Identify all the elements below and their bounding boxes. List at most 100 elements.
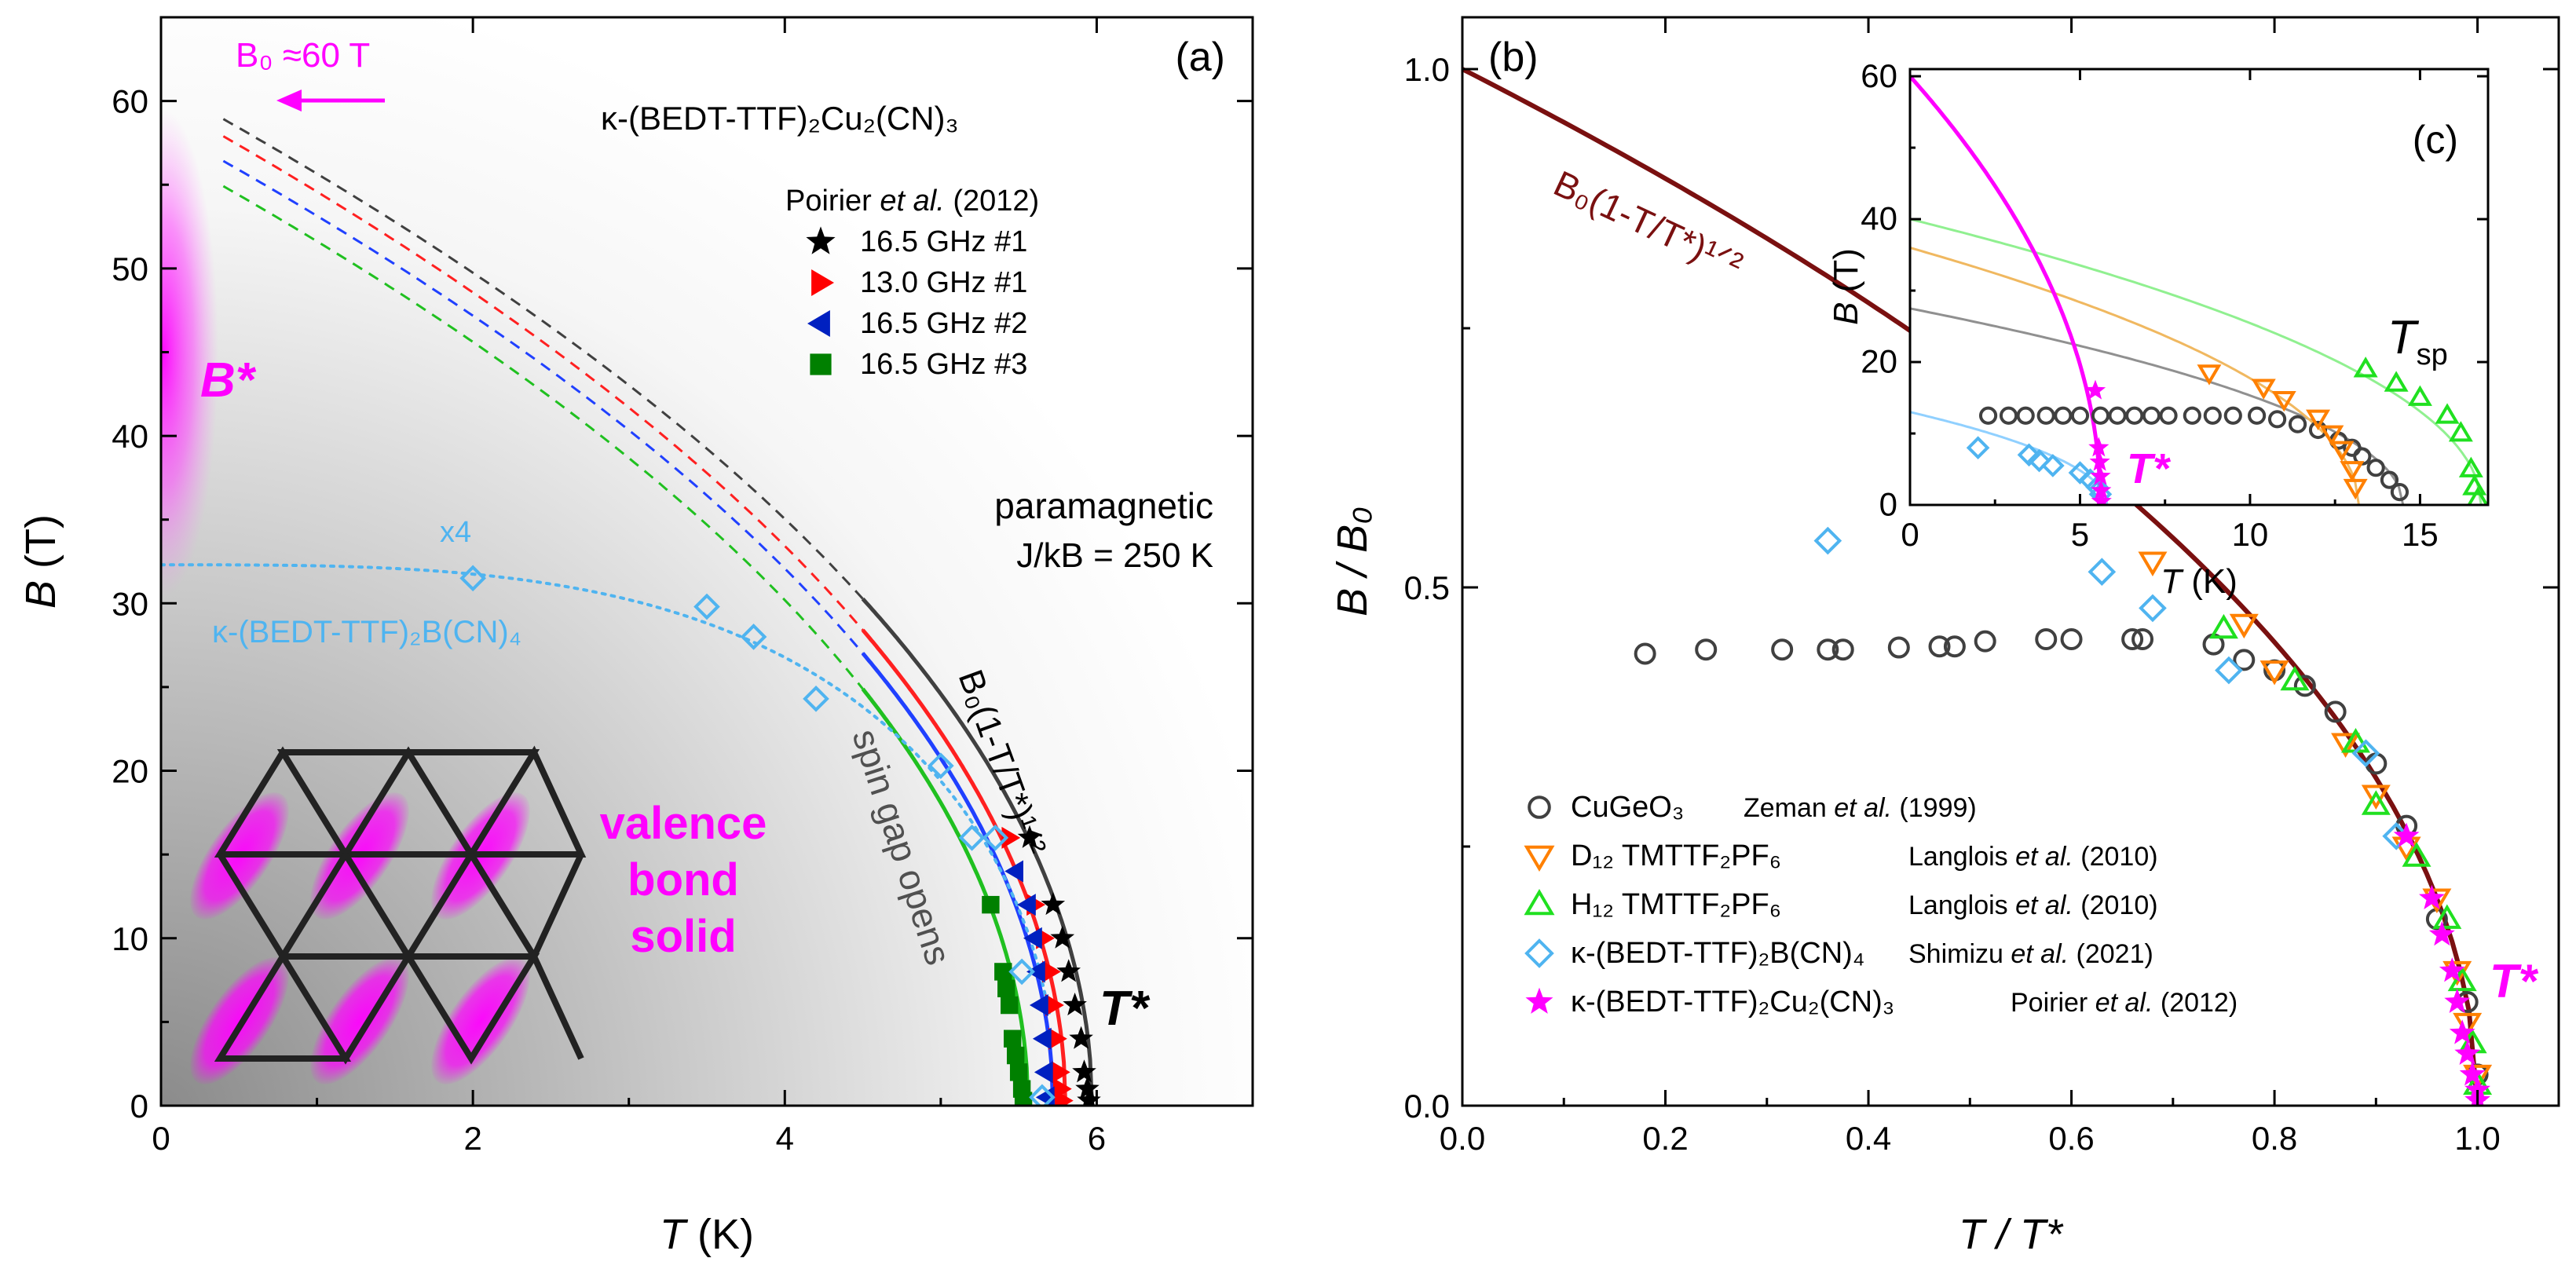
y-tick-label: 0.0: [1404, 1088, 1450, 1125]
data-point: [2419, 884, 2445, 909]
data-point: [2361, 790, 2391, 815]
data-point: [2390, 483, 2410, 502]
y-axis-title-b: B / B₀: [1329, 507, 1376, 616]
plot-c-data: [1910, 75, 2488, 505]
data-point: [2035, 628, 2058, 650]
data-point: [2233, 649, 2256, 671]
panel-a-label: (a): [1175, 35, 1225, 80]
data-point: [2439, 957, 2465, 982]
vbs-line2: bond: [628, 854, 739, 905]
data-point: [1006, 1046, 1025, 1065]
data-point: [2016, 406, 2035, 425]
legend-reference: Langlois et al. (2010): [1908, 842, 2158, 872]
data-point: [1695, 638, 1718, 661]
b0-label: B₀ ≈60 T: [236, 36, 370, 75]
data-point: [1075, 1076, 1100, 1099]
y-tick-label: 60: [112, 83, 148, 120]
legend-marker: [1524, 938, 1554, 968]
data-point: [2138, 551, 2168, 576]
fit-green-dashed: [222, 185, 864, 690]
tsp-label: Tsp: [2388, 311, 2448, 371]
panel-c-inset: 0 5 10 15 0 20 40 60 (c) Tsp T* T (K) B (T): [1827, 57, 2490, 601]
data-point: [2366, 459, 2385, 477]
fit-blue-dashed: [222, 159, 864, 654]
data-point: [1943, 635, 1966, 658]
x-axis-title-c: T (K): [2161, 562, 2238, 601]
data-point: [2070, 406, 2090, 425]
data-point: [1017, 825, 1042, 848]
legend-reference: Langlois et al. (2010): [1908, 891, 2158, 920]
data-point: [803, 686, 829, 712]
plot-a-frame: [159, 16, 1254, 1107]
y-tick-label: 10: [112, 920, 148, 957]
legend-a-title: Poirier et al. (2012): [785, 185, 1039, 218]
data-point: [2340, 461, 2365, 482]
data-point: [2353, 357, 2378, 378]
data-point: [2407, 385, 2432, 406]
data-point: [2108, 406, 2127, 425]
data-point: [740, 624, 767, 650]
data-point: [1001, 996, 1019, 1015]
data-point: [1008, 958, 1035, 986]
data-point: [2306, 409, 2331, 430]
data-point: [2448, 421, 2473, 442]
y-tick-label: 0: [130, 1088, 148, 1125]
data-point: [2467, 486, 2488, 505]
data-point: [1974, 630, 1996, 653]
legend-label: 16.5 GHz #2: [860, 307, 1027, 340]
data-point: [2288, 415, 2307, 433]
data-point: [2454, 1040, 2481, 1065]
data-point: [2041, 454, 2065, 477]
legend-reference: Shimizu et al. (2021): [1908, 939, 2153, 969]
data-point: [2197, 364, 2222, 386]
data-point: [2054, 406, 2073, 425]
x-tick-label: 5: [2071, 516, 2089, 553]
data-point: [1048, 1027, 1067, 1050]
y-tick-label: 0.5: [1404, 569, 1450, 606]
data-point: [1045, 994, 1064, 1017]
fit-cu2cn3: [1910, 75, 2102, 505]
data-point: [2259, 660, 2289, 686]
x-tick-label: 6: [1088, 1120, 1106, 1157]
y-tick-label: 20: [1861, 343, 1897, 380]
data-point: [2027, 448, 2051, 473]
data-point: [982, 825, 1009, 851]
data-point: [2329, 441, 2355, 462]
data-point: [997, 979, 1015, 997]
legend-label: 13.0 GHz #1: [860, 266, 1027, 299]
legend-b: CuGeO₃ Zeman et al. (1999) D₁₂ TMTTF₂PF₆ La…: [1524, 791, 2238, 1019]
fit-green-solid: [861, 687, 1030, 1106]
data-point: [2380, 470, 2399, 489]
data-point: [1017, 894, 1036, 916]
legend-marker: [1524, 889, 1555, 916]
data-point: [2459, 1061, 2486, 1086]
legend-reference: Poirier et al. (2012): [2011, 988, 2238, 1018]
panel-b-label: (b): [1488, 35, 1539, 80]
data-point: [1032, 1027, 1052, 1050]
legend-compound: κ-(BEDT-TTF)₂B(CN)₄: [1571, 937, 1864, 970]
data-point: [2319, 425, 2344, 446]
data-point: [1817, 638, 1839, 661]
data-point: [2393, 822, 2420, 847]
data-point: [1831, 638, 1854, 661]
data-point: [2142, 406, 2161, 425]
data-point: [2361, 784, 2391, 810]
x-tick-label: 15: [2402, 516, 2439, 553]
y-axis-title-a: B (T): [17, 514, 64, 609]
data-point: [2091, 490, 2112, 505]
data-point: [2084, 379, 2106, 400]
data-point: [2183, 406, 2201, 425]
data-point: [958, 825, 986, 851]
data-point: [2091, 406, 2110, 425]
data-point: [2089, 451, 2110, 471]
coupling-label: J/kB = 250 K: [1016, 536, 1213, 575]
data-point: [1029, 1084, 1056, 1106]
x-tick-label: 0.8: [2252, 1120, 2297, 1157]
data-point: [2208, 613, 2238, 639]
legend-compound: κ-(BEDT-TTF)₂Cu₂(CN)₃: [1571, 986, 1894, 1019]
bstar-label: B*: [200, 353, 257, 408]
fit-blue-solid: [861, 652, 1056, 1106]
legend-marker: [807, 310, 830, 337]
data-point: [994, 963, 1012, 981]
